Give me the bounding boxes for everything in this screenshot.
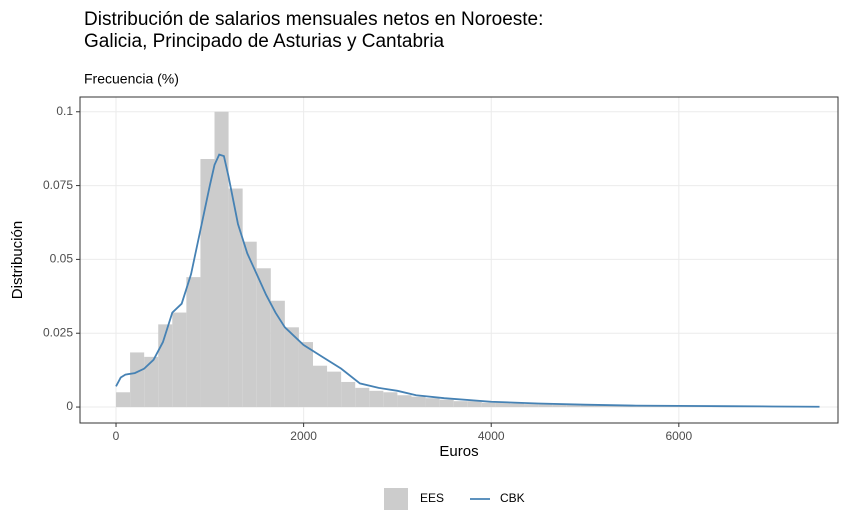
x-tick-label: 6000 [665, 429, 692, 443]
histogram-bar [495, 402, 510, 408]
legend-swatch [384, 488, 408, 510]
chart-subtitle: Frecuencia (%) [84, 71, 179, 87]
x-tick-label: 4000 [478, 429, 505, 443]
histogram-bar [200, 159, 215, 408]
histogram-bar [538, 404, 553, 408]
histogram-bar [116, 392, 131, 408]
y-tick-label: 0.1 [56, 104, 73, 118]
histogram-bar [298, 342, 313, 408]
chart-title: Galicia, Principado de Asturias y Cantab… [84, 31, 445, 52]
y-tick-label: 0.075 [43, 178, 73, 192]
y-tick-label: 0.025 [43, 325, 73, 339]
histogram-bar [552, 404, 567, 408]
y-tick-label: 0 [66, 399, 73, 413]
histogram-bar [284, 327, 299, 408]
histogram-bar [509, 403, 525, 408]
chart-title: Distribución de salarios mensuales netos… [84, 9, 543, 30]
histogram-bar [580, 405, 595, 408]
legend-label: EES [420, 491, 444, 505]
y-tick-label: 0.05 [50, 252, 74, 266]
histogram-bar [439, 399, 454, 408]
density-line [115, 153, 820, 408]
histogram-bar [214, 111, 229, 408]
histogram-bar [383, 392, 398, 408]
legend-label: CBK [500, 491, 525, 505]
histogram-bar [242, 241, 257, 408]
histogram-bar [144, 356, 159, 408]
histogram-bar [594, 405, 609, 408]
histogram-bar [228, 188, 243, 408]
histogram-bar [524, 404, 539, 408]
histogram-bar [186, 277, 201, 408]
histogram-bar [481, 402, 496, 408]
histogram-bar [355, 387, 370, 408]
histogram-bar [327, 371, 342, 408]
x-tick-label: 2000 [290, 429, 317, 443]
y-axis-label: Distribución [9, 221, 26, 299]
histogram-bar [467, 401, 482, 408]
histogram-bar [608, 405, 623, 408]
histogram-bar [172, 312, 187, 408]
histogram-bar [369, 390, 384, 408]
plot-border [79, 96, 839, 424]
histogram-bar [341, 381, 356, 408]
histogram-bar [453, 401, 468, 408]
histogram-bar [622, 405, 637, 408]
histogram-bar [270, 300, 285, 408]
histogram-bar [411, 396, 426, 408]
x-tick-label: 0 [113, 429, 120, 443]
histogram-bar [256, 268, 271, 408]
histogram-bar [130, 352, 145, 408]
histogram-bar [425, 398, 440, 408]
histogram-bar [566, 404, 581, 408]
histogram-bar [312, 365, 328, 408]
x-axis-label: Euros [439, 443, 478, 460]
histogram-bar [397, 395, 412, 408]
